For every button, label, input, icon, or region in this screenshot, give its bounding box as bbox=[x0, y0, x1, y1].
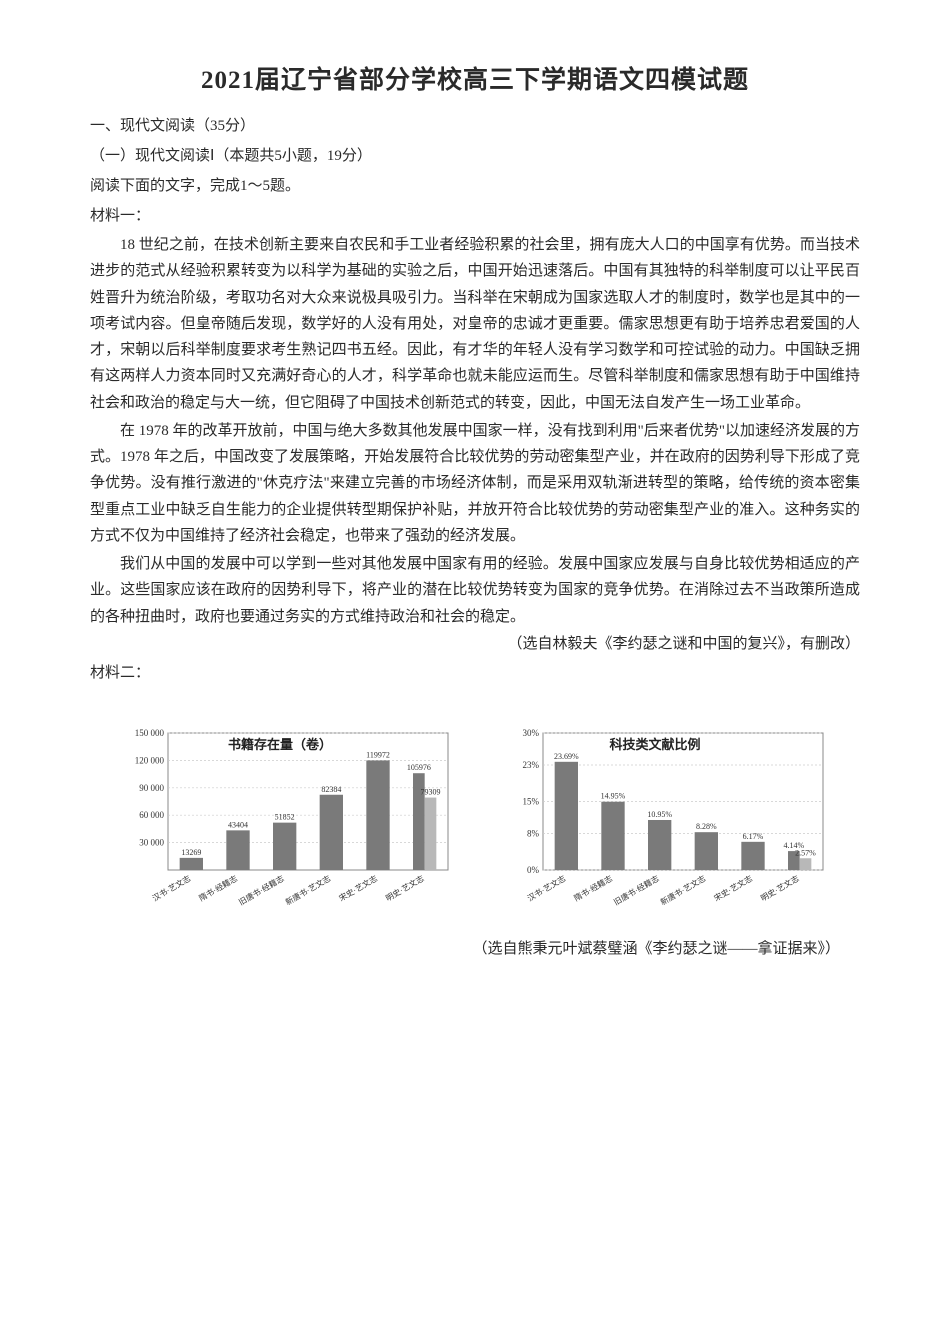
reading-instruction: 阅读下面的文字，完成1～5题。 bbox=[90, 174, 860, 198]
citation-1: （选自林毅夫《李约瑟之谜和中国的复兴》，有删改） bbox=[90, 632, 860, 653]
svg-text:120 000: 120 000 bbox=[134, 755, 164, 765]
svg-text:旧唐书·经籍志: 旧唐书·经籍志 bbox=[236, 873, 285, 907]
svg-text:新唐书·艺文志: 新唐书·艺文志 bbox=[283, 873, 332, 907]
chart-2-tech-ratio: 0% 8% 15% 23% 30% 科技类文献比例 23.69% 14.95% 10.95% 8.… bbox=[493, 705, 833, 925]
paragraph-3: 我们从中国的发展中可以学到一些对其他发展中国家有用的经验。发展中国家应发展与自身… bbox=[90, 551, 860, 630]
svg-text:8.28%: 8.28% bbox=[695, 822, 716, 831]
svg-text:51852: 51852 bbox=[274, 812, 294, 821]
svg-text:23.69%: 23.69% bbox=[553, 752, 578, 761]
svg-text:隋书·经籍志: 隋书·经籍志 bbox=[572, 873, 614, 903]
chart-2-wrapper: 0% 8% 15% 23% 30% 科技类文献比例 23.69% 14.95% 10.95% 8.… bbox=[493, 705, 833, 925]
svg-text:90 000: 90 000 bbox=[139, 783, 164, 793]
material-1-label: 材料一： bbox=[90, 204, 860, 228]
svg-text:105976: 105976 bbox=[406, 763, 430, 772]
svg-text:明史·艺文志: 明史·艺文志 bbox=[758, 873, 800, 903]
svg-text:15%: 15% bbox=[522, 796, 539, 806]
page-title: 2021届辽宁省部分学校高三下学期语文四模试题 bbox=[90, 60, 860, 96]
chart-1-wrapper: 30 000 60 000 90 000 120 000 150 000 书籍存在量（卷）… bbox=[118, 705, 458, 925]
svg-text:119972: 119972 bbox=[366, 750, 390, 759]
material-2-label: 材料二： bbox=[90, 661, 860, 685]
svg-text:宋史·艺文志: 宋史·艺文志 bbox=[337, 873, 379, 903]
chart-1-books: 30 000 60 000 90 000 120 000 150 000 书籍存在量（卷）… bbox=[118, 705, 458, 925]
section-header: 一、现代文阅读（35分） bbox=[90, 114, 860, 138]
svg-text:书籍存在量（卷）: 书籍存在量（卷） bbox=[227, 737, 331, 752]
charts-container: 30 000 60 000 90 000 120 000 150 000 书籍存在量（卷）… bbox=[90, 705, 860, 925]
paragraph-1: 18 世纪之前，在技术创新主要来自农民和手工业者经验积累的社会里，拥有庞大人口的… bbox=[90, 232, 860, 416]
svg-text:汉书·艺文志: 汉书·艺文志 bbox=[525, 873, 567, 903]
svg-text:60 000: 60 000 bbox=[139, 810, 164, 820]
svg-text:宋史·艺文志: 宋史·艺文志 bbox=[712, 873, 754, 903]
citation-2: （选自熊秉元叶斌蔡璧涵《李约瑟之谜——拿证据来》） bbox=[90, 937, 860, 958]
svg-text:新唐书·艺文志: 新唐书·艺文志 bbox=[658, 873, 707, 907]
svg-text:旧唐书·经籍志: 旧唐书·经籍志 bbox=[611, 873, 660, 907]
svg-text:隋书·经籍志: 隋书·经籍志 bbox=[197, 873, 239, 903]
svg-text:150 000: 150 000 bbox=[134, 728, 164, 738]
svg-text:30%: 30% bbox=[522, 728, 539, 738]
svg-text:2.57%: 2.57% bbox=[795, 848, 816, 857]
svg-text:14.95%: 14.95% bbox=[600, 791, 625, 800]
svg-text:43404: 43404 bbox=[228, 820, 248, 829]
svg-text:汉书·艺文志: 汉书·艺文志 bbox=[150, 873, 192, 903]
svg-text:8%: 8% bbox=[527, 828, 540, 838]
svg-text:23%: 23% bbox=[522, 760, 539, 770]
svg-text:82384: 82384 bbox=[321, 785, 341, 794]
svg-text:6.17%: 6.17% bbox=[742, 832, 763, 841]
svg-text:科技类文献比例: 科技类文献比例 bbox=[609, 737, 700, 752]
svg-text:30 000: 30 000 bbox=[139, 837, 164, 847]
paragraph-2: 在 1978 年的改革开放前，中国与绝大多数其他发展中国家一样，没有找到利用"后… bbox=[90, 418, 860, 549]
sub-section-header: （一）现代文阅读Ⅰ（本题共5小题，19分） bbox=[90, 144, 860, 168]
svg-text:10.95%: 10.95% bbox=[647, 810, 672, 819]
svg-text:13269: 13269 bbox=[181, 848, 201, 857]
svg-text:0%: 0% bbox=[527, 865, 540, 875]
svg-text:明史·艺文志: 明史·艺文志 bbox=[383, 873, 425, 903]
svg-text:79309: 79309 bbox=[420, 787, 440, 796]
